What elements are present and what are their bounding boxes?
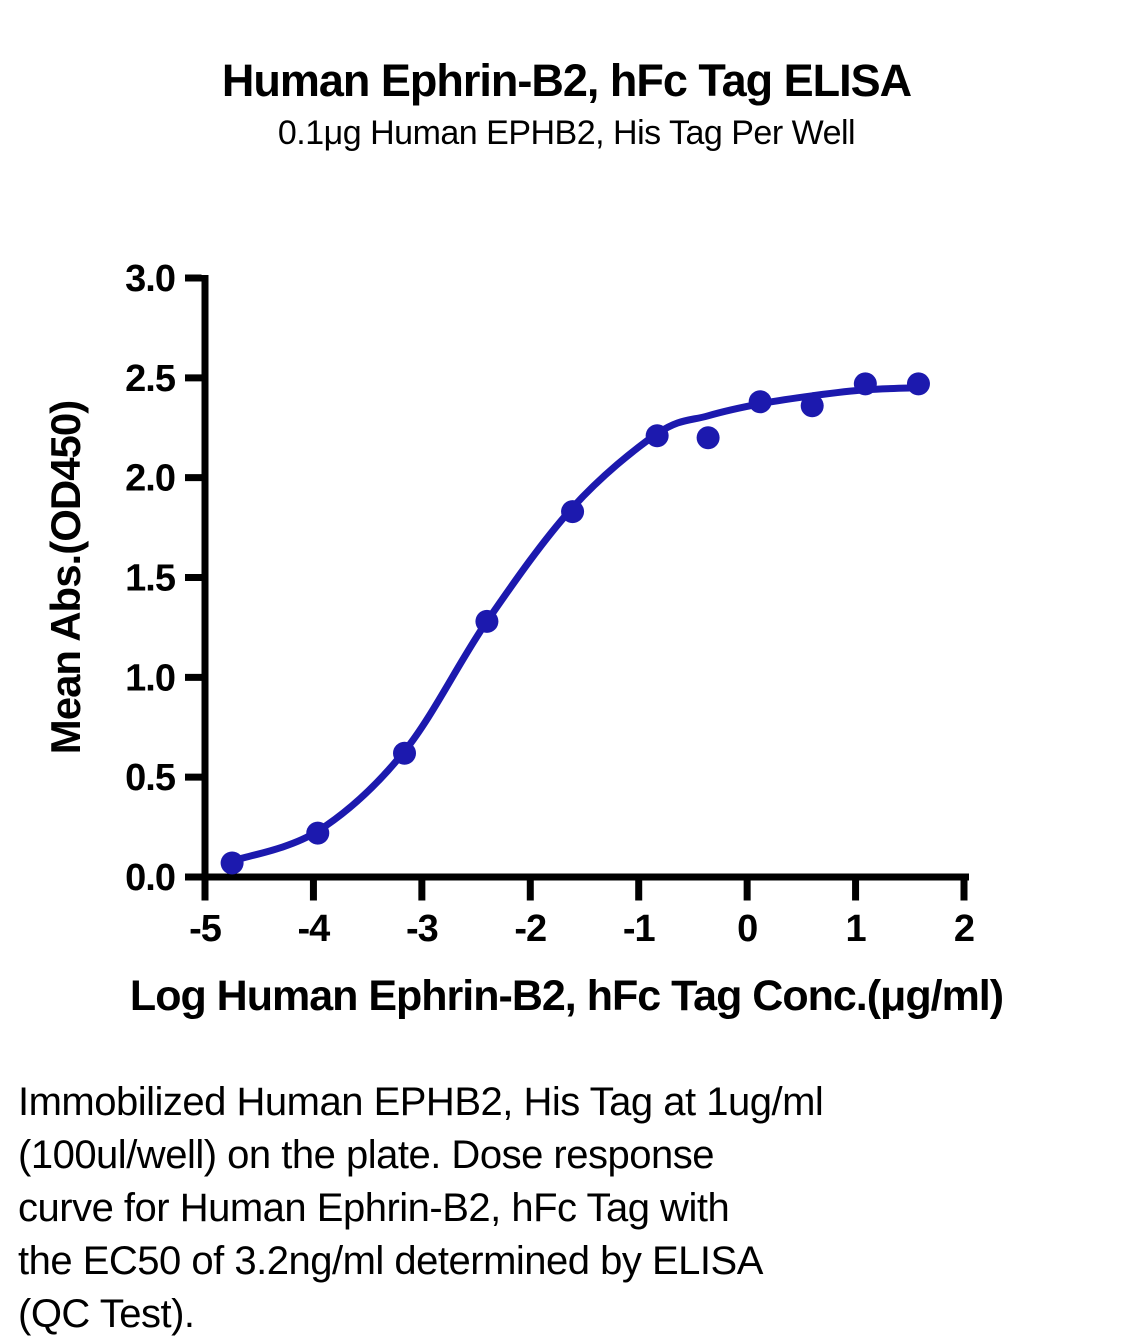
data-point — [306, 821, 330, 845]
data-point — [645, 424, 669, 448]
caption-line: curve for Human Ephrin-B2, hFc Tag with — [18, 1186, 730, 1230]
figure-caption: Immobilized Human EPHB2, His Tag at 1ug/… — [18, 1076, 1118, 1341]
y-tick-label: 1.5 — [125, 558, 176, 600]
elisa-chart: 0.0 0.5 1.0 1.5 2.0 2.5 3.0 -5 -4 -3 -2 -1 0 1 2 Mean A… — [42, 258, 975, 950]
data-point — [561, 500, 585, 524]
x-tick-label: -1 — [623, 908, 656, 950]
caption-line: (QC Test). — [18, 1292, 195, 1336]
data-point — [220, 851, 244, 875]
y-tick-label: 0.5 — [125, 757, 176, 799]
y-tick-label: 1.0 — [125, 657, 175, 699]
caption-line: Immobilized Human EPHB2, His Tag at 1ug/… — [18, 1080, 824, 1124]
figure-title: Human Ephrin-B2, hFc Tag ELISA — [221, 55, 912, 106]
data-point — [853, 372, 877, 396]
y-tick-label: 2.5 — [125, 358, 176, 400]
x-tick-label: -2 — [514, 908, 546, 950]
data-point — [906, 372, 930, 396]
y-axis-title: Mean Abs.(OD450) — [42, 401, 89, 755]
x-tick-label: -5 — [189, 908, 222, 950]
x-tick-label: -3 — [406, 908, 438, 950]
y-tick-label: 2.0 — [125, 458, 175, 500]
y-tick-label: 3.0 — [125, 258, 175, 300]
dose-response-fit-curve — [228, 384, 922, 865]
x-tick-label: 2 — [954, 908, 974, 950]
x-tick-label: 1 — [846, 908, 867, 950]
x-tick-label: -4 — [298, 908, 331, 950]
data-point — [475, 609, 499, 633]
caption-line: the EC50 of 3.2ng/ml determined by ELISA — [18, 1239, 763, 1283]
data-point — [800, 394, 824, 418]
x-tick-label: 0 — [737, 908, 757, 950]
figure-subtitle: 0.1μg Human EPHB2, His Tag Per Well — [277, 114, 856, 152]
x-axis-title: Log Human Ephrin-B2, hFc Tag Conc.(μg/ml… — [129, 972, 1004, 1020]
data-point — [748, 390, 772, 414]
data-point — [393, 741, 417, 765]
caption-line: (100ul/well) on the plate. Dose response — [18, 1133, 714, 1177]
y-tick-label: 0.0 — [125, 857, 175, 899]
data-point — [696, 426, 720, 450]
